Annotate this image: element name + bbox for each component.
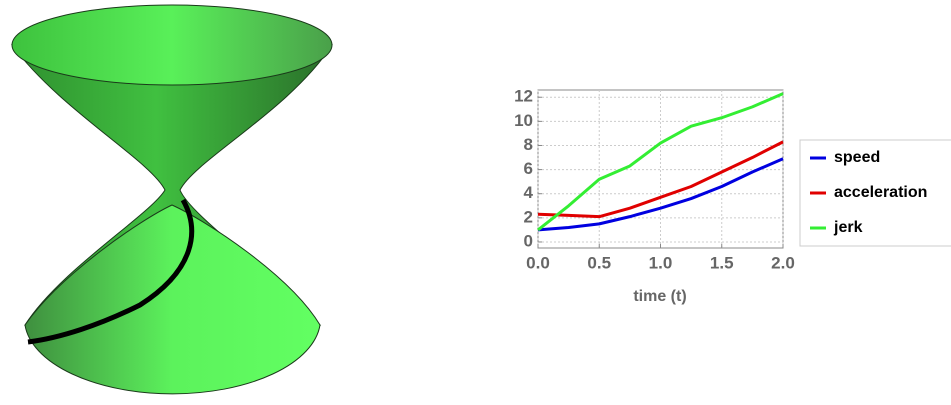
y-tick-label: 4 <box>524 183 534 202</box>
plot-frame <box>537 89 784 249</box>
x-tick-label: 0.5 <box>587 253 611 272</box>
x-tick-label: 1.5 <box>710 253 734 272</box>
legend-label: speed <box>834 149 880 166</box>
legend-label: acceleration <box>834 184 927 201</box>
legend-label: jerk <box>833 219 863 236</box>
curve <box>27 198 195 345</box>
y-tick-label: 10 <box>514 111 533 130</box>
series-line <box>537 157 784 232</box>
x-tick-label: 0.0 <box>526 253 550 272</box>
series-line <box>537 140 784 219</box>
chart: time (t) 0 2 4 6 8 10 12 0.0 0.5 1.0 1.5 2.0 speed ac… <box>514 87 951 305</box>
x-tick-label: 1.0 <box>649 253 673 272</box>
series-line <box>537 92 784 232</box>
hyperboloid <box>11 4 333 395</box>
y-tick-label: 8 <box>524 135 533 154</box>
x-tick-label: 2.0 <box>771 253 795 272</box>
hyperboloid-top <box>11 4 333 86</box>
y-tick-label: 6 <box>524 159 533 178</box>
hyperboloid-bottom <box>24 204 321 395</box>
y-tick-label: 12 <box>514 87 533 106</box>
y-tick-label: 0 <box>524 231 533 250</box>
x-axis-label: time (t) <box>633 288 686 305</box>
y-tick-label: 2 <box>524 207 533 226</box>
